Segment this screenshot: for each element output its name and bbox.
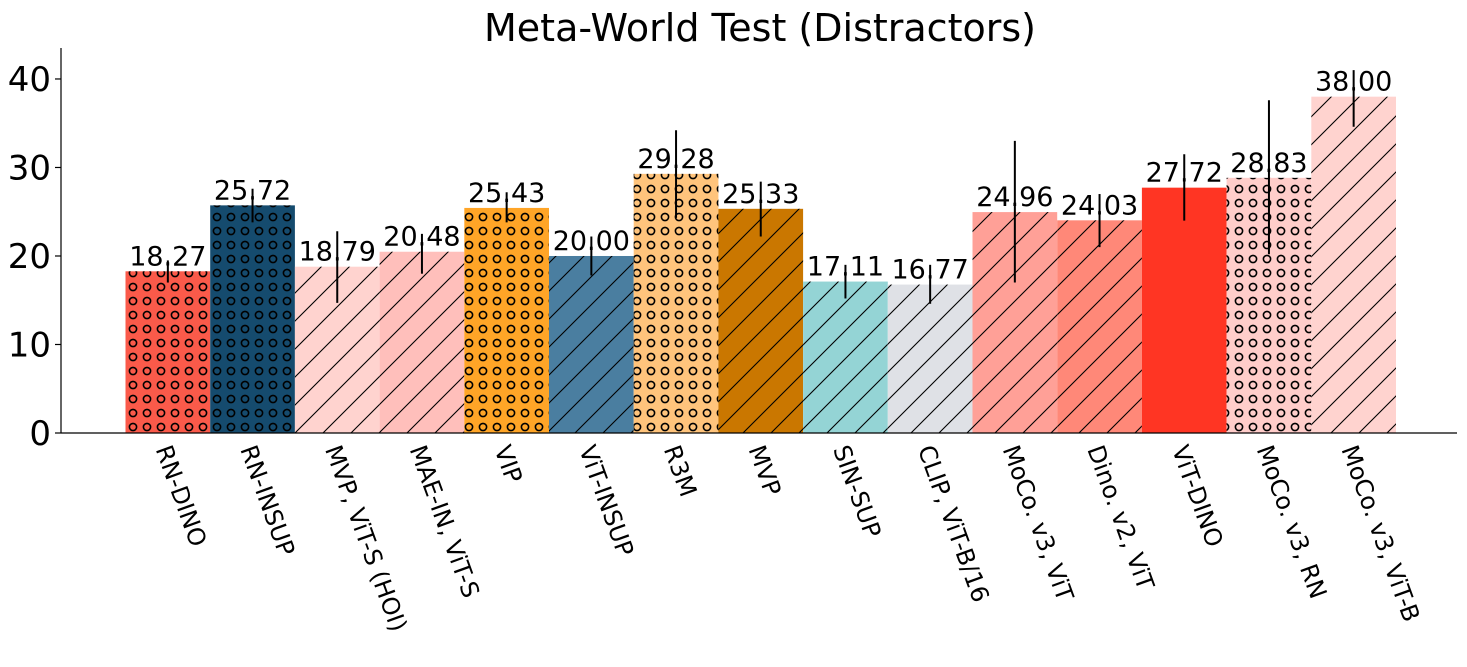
- bar-10-pattern: [887, 284, 973, 433]
- value-label-7: 29.28: [637, 144, 714, 175]
- value-label-9: 17.11: [807, 252, 884, 283]
- x-tick-label-9: SIN-SUP: [827, 441, 886, 541]
- value-label-10: 16.77: [892, 255, 969, 286]
- bar-6-pattern: [549, 255, 634, 433]
- x-axis: RN-DINO RN-INSUP MVP, ViT-S (HOI)MAE-IN, V…: [61, 432, 1457, 635]
- x-tick-label-14: MoCo. v3, RN: [1251, 441, 1332, 602]
- value-label-2: 25.72: [214, 175, 291, 206]
- y-tick-label-1: 10: [8, 325, 51, 365]
- bar-12-pattern: [1057, 220, 1142, 433]
- x-tick-label-7: R3M: [658, 441, 702, 500]
- bar-13: [1141, 187, 1227, 433]
- value-label-6: 20.00: [553, 226, 630, 257]
- x-tick-label-12: Dino. v2, ViT: [1081, 441, 1159, 594]
- x-tick-label-8: MVP: [743, 441, 787, 499]
- bar-15-pattern: [1311, 96, 1396, 433]
- bar-9-pattern: [803, 281, 888, 433]
- value-label-11: 24.96: [976, 182, 1053, 213]
- value-label-13: 27.72: [1146, 158, 1223, 189]
- y-axis: 0 10 20 30 40: [8, 48, 62, 454]
- value-label-15: 38.00: [1315, 67, 1392, 98]
- bar-4-pattern: [379, 251, 465, 433]
- x-tick-label-10: CLIP, ViT-B/16: [912, 441, 995, 605]
- y-tick-label-3: 30: [8, 148, 51, 188]
- value-label-8: 25.33: [722, 179, 799, 210]
- x-tick-label-3: MVP, ViT-S (HOI): [319, 441, 412, 635]
- x-tick-label-2: RN-INSUP: [234, 441, 300, 559]
- bar-5-pattern: [464, 207, 549, 433]
- value-labels: 18.27 25.72 18.79 20.48 25.43 20.00 29.28 25.33…: [129, 67, 1392, 286]
- x-tick-label-11: MoCo. v3, ViT: [997, 441, 1079, 605]
- x-tick-label-4: MAE-IN, ViT-S: [404, 441, 485, 601]
- x-tick-label-13: ViT-DINO: [1166, 441, 1229, 550]
- bars: [125, 96, 1396, 434]
- bar-8-pattern: [718, 208, 804, 433]
- chart-title: Meta-World Test (Distractors): [484, 6, 1036, 50]
- value-label-3: 18.79: [299, 237, 376, 268]
- y-tick-label-4: 40: [8, 60, 51, 100]
- bar-2-pattern: [210, 205, 295, 433]
- x-tick-label-6: ViT-INSUP: [573, 441, 639, 560]
- value-label-4: 20.48: [383, 222, 460, 253]
- error-bars: [166, 70, 1355, 304]
- value-label-14: 28.83: [1230, 148, 1307, 179]
- value-label-5: 25.43: [468, 178, 545, 209]
- x-tick-label-15: MoCo. v3, ViT-B: [1335, 441, 1425, 625]
- x-tick-label-5: VIP: [488, 441, 527, 486]
- x-tick-label-1: RN-DINO: [150, 441, 212, 550]
- value-label-12: 24.03: [1061, 190, 1138, 221]
- bar-1-pattern: [125, 271, 211, 433]
- value-label-1: 18.27: [129, 241, 206, 272]
- y-tick-label-0: 0: [29, 414, 51, 454]
- y-tick-label-2: 20: [8, 237, 51, 277]
